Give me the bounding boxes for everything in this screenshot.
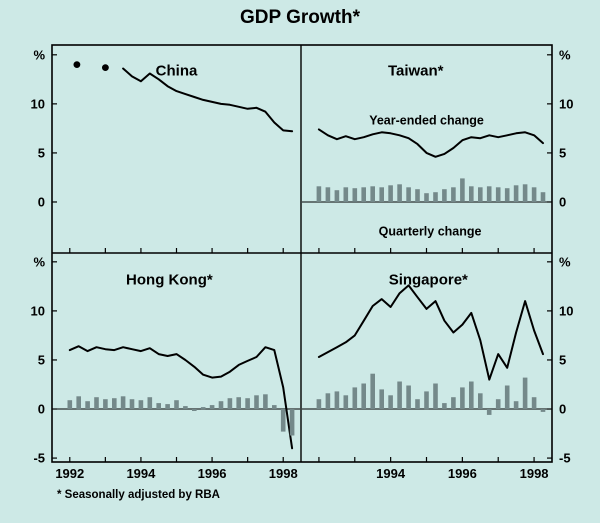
hongkong-quarterly-bars [67,394,295,436]
ytick-label-singapore: % [559,254,571,269]
xtick-label-hongkong: 1996 [198,466,227,481]
xtick-label-hongkong: 1992 [55,466,84,481]
chart-footnote: * Seasonally adjusted by RBA [57,489,220,501]
ytick-label-hongkong: 10 [31,303,45,318]
xtick-label-singapore: 1994 [376,466,406,481]
panel-taiwan: % 10 5 0 Year-ended change Quarterly change Ta… [302,47,573,253]
taiwan-year-ended-line [317,128,544,158]
panel-hongkong: % 10 5 0 -5 1992 1994 1996 1998 Hong Kong* [31,254,300,481]
singapore-quarterly-bars [316,373,546,415]
xtick-label-hongkong: 1994 [126,466,156,481]
ytick-label-singapore: 10 [559,303,573,318]
ytick-label-hongkong: -5 [33,451,45,466]
china-year-ended-line [122,67,294,133]
ytick-label-hongkong: % [33,254,45,269]
ytick-label-taiwan: 10 [559,96,573,111]
chart-title: GDP Growth* [240,7,360,28]
xtick-label-hongkong: 1998 [269,466,298,481]
ytick-label-china: 10 [31,96,45,111]
panel-singapore: % 10 5 0 -5 1994 1996 1998 Singapore* [302,254,573,481]
china-observation-dot [102,64,109,71]
ytick-label-china: 0 [38,194,45,209]
taiwan-annotation: Year-ended change [369,114,484,128]
panel-title-china: China [156,63,198,80]
ytick-label-taiwan: % [559,47,571,62]
ytick-label-china: 5 [38,145,45,160]
panel-title-taiwan: Taiwan* [388,63,444,80]
ytick-label-china: % [33,47,45,62]
panel-title-singapore: Singapore* [389,271,468,288]
taiwan-annotation: Quarterly change [379,224,482,238]
ytick-label-singapore: -5 [559,451,571,466]
ytick-label-singapore: 5 [559,352,566,367]
singapore-year-ended-line [317,284,544,381]
ytick-label-taiwan: 5 [559,145,566,160]
panel-china: % 10 5 0 China [31,47,294,253]
ytick-label-taiwan: 0 [559,194,566,209]
taiwan-quarterly-bars [316,178,546,202]
xtick-label-singapore: 1998 [520,466,549,481]
panel-title-hongkong: Hong Kong* [126,271,213,288]
ytick-label-singapore: 0 [559,402,566,417]
ytick-label-hongkong: 5 [38,352,45,367]
ytick-label-hongkong: 0 [38,402,45,417]
xtick-label-singapore: 1996 [448,466,477,481]
hongkong-year-ended-line [68,345,294,450]
china-observation-dot [73,61,81,68]
